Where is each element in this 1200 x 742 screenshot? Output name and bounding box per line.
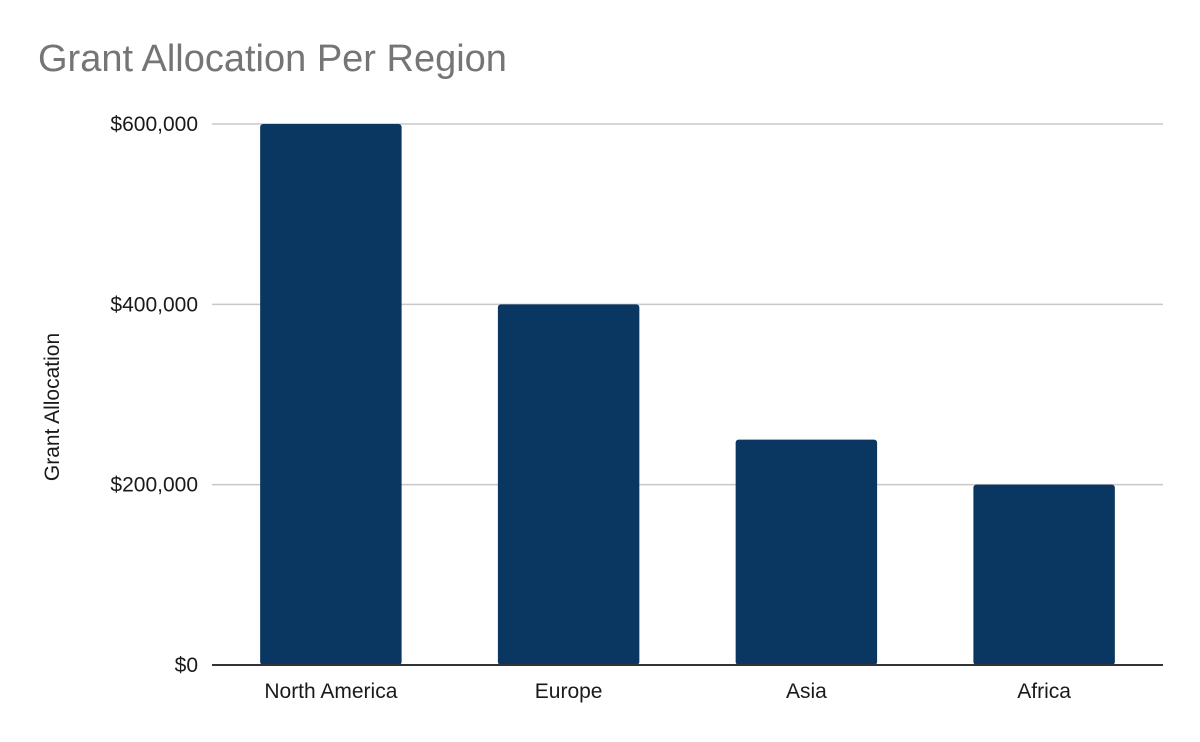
bar-europe [497, 304, 640, 665]
y-tick-label: $600,000 [110, 113, 198, 136]
x-category-label: Europe [535, 680, 603, 703]
bar-asia [735, 439, 878, 665]
x-category-label: Asia [786, 680, 827, 703]
bar-africa [973, 484, 1115, 665]
y-tick-label: $0 [175, 654, 198, 677]
x-axis-category-labels: North America Europe Asia Africa [264, 680, 1071, 703]
bars [260, 124, 1115, 665]
bar-north-america [260, 124, 402, 665]
x-category-label: North America [264, 680, 397, 703]
y-tick-label: $200,000 [110, 474, 198, 497]
y-axis-title: Grant Allocation [41, 333, 64, 481]
y-axis-tick-labels: $0 $200,000 $400,000 $600,000 [110, 113, 198, 677]
x-category-label: Africa [1017, 680, 1071, 703]
y-tick-label: $400,000 [110, 293, 198, 316]
chart-title: Grant Allocation Per Region [38, 38, 507, 80]
